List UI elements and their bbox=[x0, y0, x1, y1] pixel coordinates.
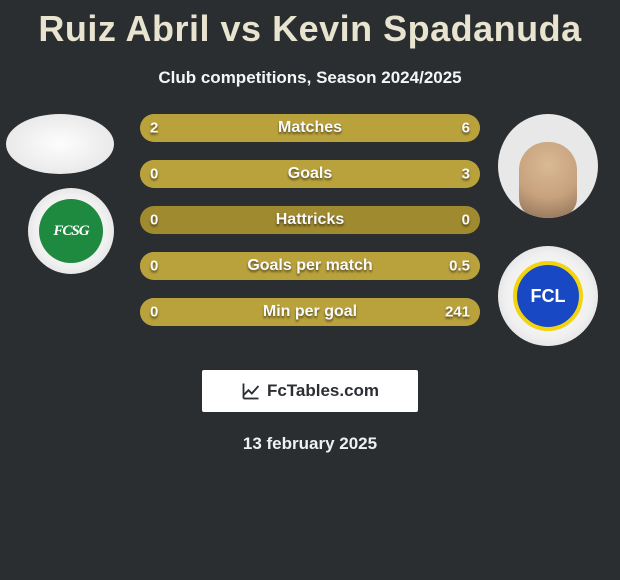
stat-label: Hattricks bbox=[140, 211, 480, 229]
stat-row: 00.5Goals per match bbox=[140, 252, 480, 280]
player1-club-badge: FCSG bbox=[28, 188, 114, 274]
date-text: 13 february 2025 bbox=[0, 434, 620, 454]
brand-box: FcTables.com bbox=[202, 370, 418, 412]
brand-text: FcTables.com bbox=[267, 381, 379, 401]
stat-label: Goals bbox=[140, 165, 480, 183]
club1-text: FCSG bbox=[39, 199, 103, 263]
stat-label: Matches bbox=[140, 119, 480, 137]
stat-row: 26Matches bbox=[140, 114, 480, 142]
page-subtitle: Club competitions, Season 2024/2025 bbox=[0, 68, 620, 88]
stat-row: 03Goals bbox=[140, 160, 480, 188]
stat-row: 0241Min per goal bbox=[140, 298, 480, 326]
stat-label: Min per goal bbox=[140, 303, 480, 321]
stats-area: FCSG FCL 26Matches 03Goals 00Hattricks 00.5… bbox=[0, 110, 620, 370]
stat-rows: 26Matches 03Goals 00Hattricks 00.5Goals per… bbox=[140, 114, 480, 326]
player2-avatar bbox=[498, 114, 598, 218]
page-title: Ruiz Abril vs Kevin Spadanuda bbox=[0, 0, 620, 50]
player2-club-badge: FCL bbox=[498, 246, 598, 346]
chart-icon bbox=[241, 381, 261, 401]
stat-label: Goals per match bbox=[140, 257, 480, 275]
player1-avatar bbox=[6, 114, 114, 174]
club2-text: FCL bbox=[513, 261, 583, 331]
stat-row: 00Hattricks bbox=[140, 206, 480, 234]
